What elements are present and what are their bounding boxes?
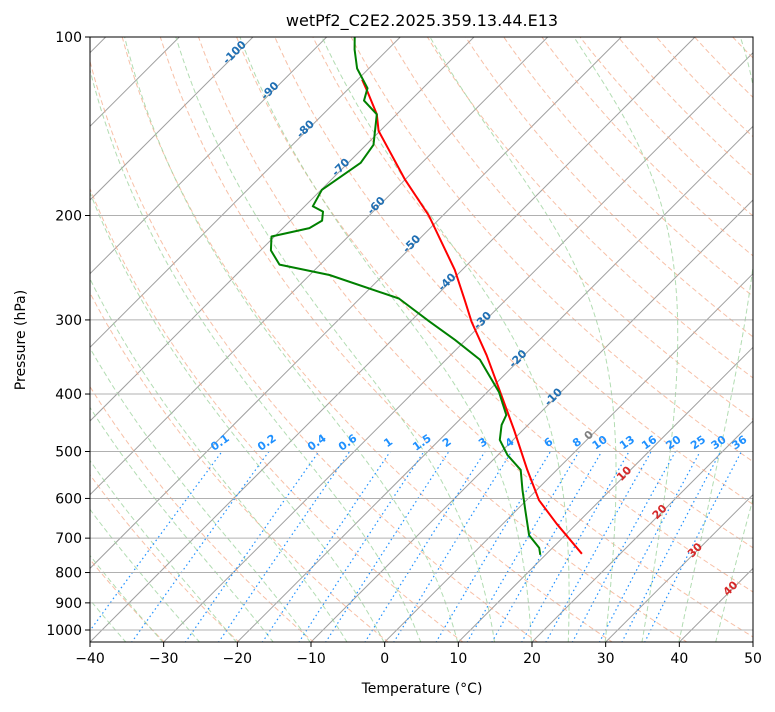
mixing-ratio-label: 2 — [440, 435, 454, 450]
y-tick-label: 400 — [55, 387, 82, 403]
dry-adiabat-line — [351, 37, 775, 643]
mixing-ratio-label: 0.2 — [255, 432, 278, 454]
moist-adiabat-line — [0, 37, 237, 643]
dry-adiabats — [0, 37, 775, 643]
moist-adiabat-line — [0, 37, 200, 643]
isotherm-label: -20 — [506, 347, 529, 370]
mixing-ratio-line — [436, 452, 551, 643]
x-tick-label: −40 — [75, 651, 105, 667]
isotherm-label: 30 — [685, 540, 705, 560]
mixing-ratio-label: 20 — [663, 433, 683, 453]
y-tick-label: 300 — [55, 313, 82, 329]
y-axis-ticks: 100 200 300 400 500 600 700 800 900 1000 — [46, 30, 90, 639]
moist-adiabat-line — [125, 37, 458, 643]
mixing-ratio-line — [81, 452, 222, 643]
moist-adiabat-line — [176, 37, 495, 643]
isotherm-label: 40 — [721, 578, 741, 598]
isotherm-line — [0, 37, 400, 643]
mixing-ratio-line — [394, 452, 512, 643]
y-tick-label: 600 — [55, 491, 82, 507]
isotherm-label: -50 — [400, 232, 423, 255]
mixing-ratio-line — [218, 452, 349, 643]
dewpoint-profile-line — [271, 37, 540, 555]
mixing-ratio-line — [622, 452, 721, 643]
mixing-ratio-label: 1.5 — [410, 432, 433, 454]
isotherm-label: -90 — [258, 79, 281, 102]
isotherm-label: -60 — [365, 194, 388, 217]
x-tick-label: −10 — [296, 651, 326, 667]
x-axis-label: Temperature (°C) — [361, 681, 483, 697]
moist-adiabat-line — [574, 37, 678, 643]
isotherm-label: 10 — [614, 463, 634, 483]
isotherm-line — [89, 37, 695, 643]
y-tick-label: 200 — [55, 209, 82, 225]
mixing-ratio-label: 36 — [729, 433, 749, 453]
x-tick-label: 50 — [744, 651, 762, 667]
x-axis-ticks: −40 −30 −20 −10 0 10 20 30 40 50 — [75, 642, 762, 667]
dry-adiabat-line — [771, 37, 775, 643]
x-tick-label: 0 — [380, 651, 389, 667]
dry-adiabat-line — [656, 37, 775, 643]
moist-adiabat-line — [716, 37, 775, 643]
mixing-ratio-label: 13 — [617, 433, 637, 452]
mixing-ratio-label: 8 — [570, 435, 584, 450]
dry-adiabat-line — [0, 37, 239, 643]
plot-area: -100-90-80-70-60-50-40-30-20-10010203040… — [0, 37, 775, 643]
y-axis-label: Pressure (hPa) — [13, 290, 29, 390]
dry-adiabat-line — [695, 37, 775, 643]
isotherm-label: -80 — [294, 117, 317, 140]
mixing-ratio-label: 0.1 — [208, 432, 231, 454]
mixing-ratio-label: 1 — [381, 435, 395, 450]
mixing-ratio-label: 30 — [709, 433, 729, 453]
mixing-ratio-line — [132, 452, 269, 643]
isotherm-label: -10 — [542, 385, 565, 408]
mixing-ratio-label: 25 — [688, 433, 708, 452]
mixing-ratio-label: 16 — [639, 433, 659, 453]
isotherm-line — [0, 37, 253, 643]
dry-adiabat-line — [0, 37, 314, 643]
profile-series — [271, 37, 582, 555]
mixing-ratio-label: 3 — [476, 435, 490, 450]
isotherm-line — [16, 37, 622, 643]
x-tick-label: 40 — [670, 651, 688, 667]
dry-adiabat-line — [504, 37, 775, 643]
y-tick-label: 1000 — [46, 623, 82, 639]
isotherm-line — [752, 37, 775, 643]
moist-adiabat-line — [430, 37, 616, 643]
moist-adiabat-line — [322, 37, 569, 643]
dry-adiabat-line — [389, 37, 775, 643]
x-tick-label: 30 — [597, 651, 615, 667]
mixing-ratio-label: 0.4 — [305, 432, 329, 454]
x-tick-label: 10 — [449, 651, 467, 667]
moist-adiabat-line — [83, 37, 421, 643]
moist-adiabat-line — [0, 37, 274, 643]
x-tick-label: 20 — [523, 651, 541, 667]
x-tick-label: −20 — [223, 651, 253, 667]
y-tick-label: 900 — [55, 596, 82, 612]
y-tick-label: 700 — [55, 531, 82, 547]
isotherm-label: 20 — [650, 502, 670, 522]
isotherm-line — [458, 37, 775, 643]
x-tick-label: −30 — [149, 651, 179, 667]
mixing-ratio-line — [326, 452, 449, 643]
dry-adiabat-line — [466, 37, 775, 643]
moist-adiabat-line — [0, 37, 310, 643]
y-tick-label: 100 — [55, 30, 82, 46]
dry-adiabat-line — [733, 37, 775, 643]
chart-title: wetPf2_C2E2.2025.359.13.44.E13 — [286, 11, 558, 31]
isotherm-label: -100 — [220, 38, 249, 67]
temperature-profile-line — [362, 80, 582, 554]
dry-adiabat-line — [8, 37, 389, 643]
isotherm-line — [0, 37, 327, 643]
y-tick-label: 500 — [55, 444, 82, 460]
y-tick-label: 800 — [55, 566, 82, 582]
dry-adiabat-line — [313, 37, 775, 643]
mixing-ratio-line — [365, 452, 485, 643]
